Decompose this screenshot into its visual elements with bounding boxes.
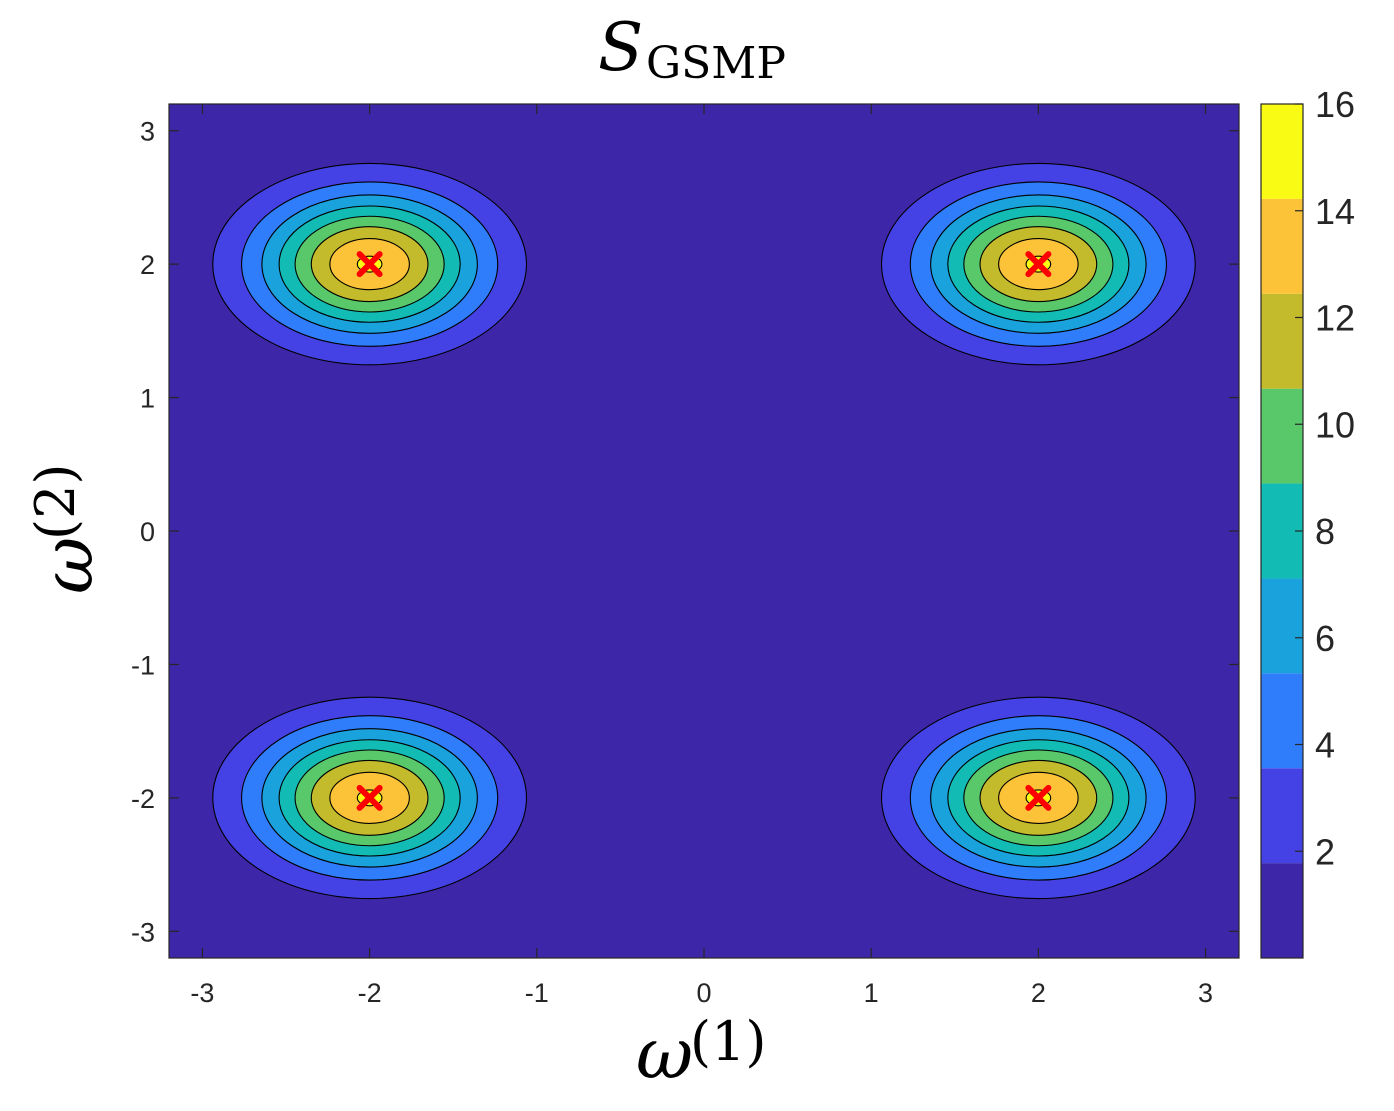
peak-marker-2: [1025, 251, 1052, 278]
x-tick-label: -1: [525, 978, 549, 1008]
x-axis-label-symbol: ω: [636, 1013, 693, 1095]
x-tick-label: -2: [358, 978, 382, 1008]
x-tick-label: 0: [696, 978, 711, 1008]
y-tick-label: -2: [131, 784, 155, 814]
colorbar-segment: [1261, 293, 1303, 389]
plot-area: -3 -2 -1 0 1 2 3 -3 -2 -1 0 1 2 3: [131, 103, 1240, 1008]
x-tick-label: 1: [864, 978, 879, 1008]
title-symbol: S: [598, 9, 643, 86]
y-tick-label: -3: [131, 917, 155, 947]
colorbar-tick-label: 10: [1315, 404, 1355, 445]
x-axis-label: ω (1): [636, 1010, 767, 1095]
title-subscript: GSMP: [646, 38, 786, 89]
colorbar-tick-label: 6: [1315, 618, 1335, 659]
colorbar-tick-label: 8: [1315, 511, 1335, 552]
y-axis-label: ω (2): [24, 464, 109, 595]
colorbar-tick-label: 2: [1315, 831, 1335, 872]
colorbar: 2 4 6 8 10 12 14 16: [1260, 84, 1355, 959]
x-tick-label: -3: [190, 978, 214, 1008]
peak-marker-4: [1025, 784, 1052, 811]
colorbar-segment: [1261, 768, 1303, 864]
y-axis-label-superscript: (2): [24, 464, 87, 541]
chart-title: S GSMP: [598, 9, 786, 89]
x-axis-label-superscript: (1): [690, 1010, 767, 1073]
y-tick-label: 2: [140, 250, 155, 280]
peak-marker-1: [356, 251, 383, 278]
y-tick-label: 1: [140, 384, 155, 414]
y-tick-label: -1: [131, 650, 155, 680]
colorbar-segment: [1261, 673, 1303, 769]
y-axis-label-symbol: ω: [27, 537, 109, 594]
colorbar-tick-label: 4: [1315, 725, 1335, 766]
colorbar-segment: [1261, 578, 1303, 674]
x-tick-label: 3: [1198, 978, 1213, 1008]
colorbar-tick-label: 12: [1315, 298, 1355, 339]
y-tick-label: 3: [140, 117, 155, 147]
colorbar-segment: [1261, 388, 1303, 484]
colorbar-tick-label: 14: [1315, 191, 1355, 232]
y-tick-label: 0: [140, 517, 155, 547]
colorbar-tick-label: 16: [1315, 84, 1355, 125]
colorbar-segment: [1261, 863, 1303, 958]
peak-marker-3: [356, 784, 383, 811]
x-tick-label: 2: [1031, 978, 1046, 1008]
colorbar-segment: [1261, 104, 1303, 199]
colorbar-segment: [1261, 198, 1303, 294]
